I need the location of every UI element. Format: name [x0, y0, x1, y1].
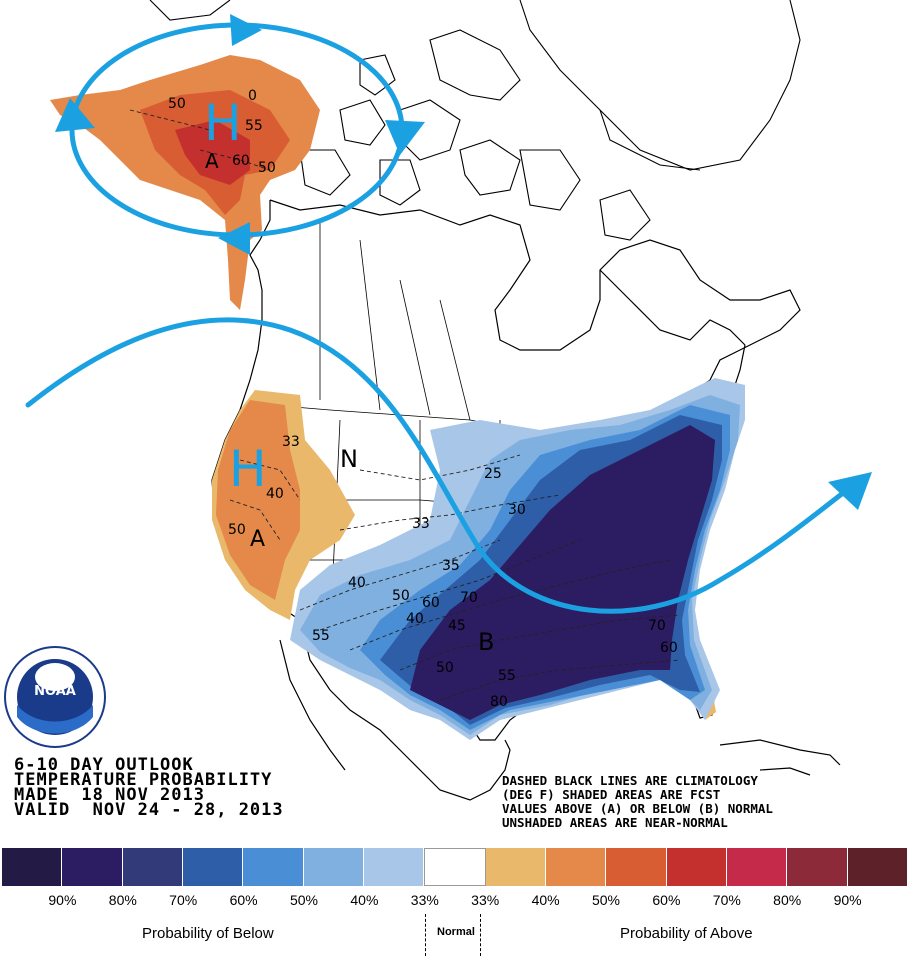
legend-percent-label: 90%: [833, 892, 862, 908]
legend-percent-label: 33%: [471, 892, 500, 908]
legend-swatch: [122, 848, 183, 886]
contour-label: 50: [228, 522, 246, 538]
contour-label: 50: [436, 660, 454, 676]
arrowhead-top: [230, 14, 262, 46]
legend-percent-label: 50%: [591, 892, 621, 908]
legend-swatch: [424, 848, 486, 886]
legend-swatch: [182, 848, 244, 886]
contour-label: 60: [422, 595, 440, 611]
legend-percent-label: 60%: [652, 892, 681, 908]
east-below-shading: [290, 378, 745, 740]
contour-label: 0: [248, 88, 257, 104]
contour-label: 33: [282, 434, 300, 450]
contour-label: 40: [348, 575, 366, 591]
legend-percent-label: 33%: [410, 892, 439, 908]
arrowheads: [55, 14, 872, 510]
west-above-shading: [212, 390, 716, 720]
normal-caption: Normal: [437, 926, 475, 938]
outlook-title-line: TEMPERATURE PROBABILITY: [14, 770, 273, 790]
temperature-outlook-map: 50 0 55 60 50 33 40 50 33 25 30 35 40 50 60 70 55 40 45 50 5…: [4, 0, 872, 801]
note-line: DASHED BLACK LINES ARE CLIMATOLOGY: [502, 773, 758, 788]
legend-swatch: [2, 848, 63, 886]
climatology-contours: [129, 109, 681, 701]
legend-swatch: [606, 848, 667, 886]
contour-label: 55: [498, 668, 516, 684]
contour-label: 50: [392, 588, 410, 604]
contour-label: 70: [460, 590, 478, 606]
arrowhead-jet: [828, 472, 872, 510]
legend-swatch: [726, 848, 788, 886]
legend-percent-label: 70%: [169, 892, 198, 908]
legend-swatch: [485, 848, 546, 886]
contour-label: 60: [232, 153, 250, 169]
outlook-title-line: VALID NOV 24 - 28, 2013: [14, 800, 284, 820]
legend-percent-label: 50%: [289, 892, 319, 908]
legend-swatch: [666, 848, 727, 886]
legend-swatch: [243, 848, 304, 886]
high-pressure-label-alaska: H: [204, 94, 242, 152]
note-line: (DEG F) SHADED AREAS ARE FCST: [502, 787, 721, 802]
legend-percent-label: 70%: [712, 892, 741, 908]
legend-swatch: [363, 848, 425, 886]
above-caption: Probability of Above: [620, 925, 753, 942]
contour-label: 50: [258, 160, 276, 176]
jet-stream-arrow: [25, 317, 863, 614]
legend-swatch: [545, 848, 607, 886]
arrowhead-left: [55, 98, 95, 132]
contour-label: 70: [648, 618, 666, 634]
arrowhead-bottom: [218, 222, 250, 255]
legend-swatch: [847, 848, 908, 886]
below-caption: Probability of Below: [142, 925, 274, 942]
outlook-title-block: 6-10 DAY OUTLOOK TEMPERATURE PROBABILITY…: [14, 755, 284, 820]
legend-percent-label: 80%: [108, 892, 137, 908]
contour-label: 33: [412, 516, 430, 532]
outlook-title-line: 6-10 DAY OUTLOOK: [14, 755, 194, 775]
legend-percent-labels: 90% 80% 70% 60% 50% 40% 33% 33% 40% 50% 60% 70% 80% 9…: [0, 892, 908, 908]
legend-percent-label: 80%: [773, 892, 802, 908]
contour-label: 55: [312, 628, 330, 644]
legend-percent-label: 90%: [48, 892, 77, 908]
arrowhead-right: [385, 120, 425, 155]
legend-swatch: [62, 848, 123, 886]
high-pressure-label-west: H: [229, 440, 267, 498]
alaska-above-shading: [50, 55, 320, 310]
map-notes: DASHED BLACK LINES ARE CLIMATOLOGY (DEG …: [502, 774, 773, 830]
noaa-logo-text: NOAA: [34, 684, 76, 699]
note-line: UNSHADED AREAS ARE NEAR-NORMAL: [502, 815, 728, 830]
legend-swatch: [787, 848, 848, 886]
noaa-logo: NOAA: [4, 646, 106, 748]
contour-label: 60: [660, 640, 678, 656]
contour-label: 40: [266, 486, 284, 502]
above-normal-label-alaska: A: [205, 149, 219, 173]
legend-percent-label: 60%: [229, 892, 258, 908]
contour-label: 50: [168, 96, 186, 112]
contour-value-labels: 50 0 55 60 50 33 40 50 33 25 30 35 40 50 60 70 55 40 45 50 5…: [168, 88, 678, 710]
near-normal-label: N: [340, 445, 358, 473]
contour-label: 45: [448, 618, 466, 634]
legend-swatch: [303, 848, 364, 886]
probability-legend: [2, 848, 908, 886]
contour-label: 55: [245, 118, 263, 134]
note-line: VALUES ABOVE (A) OR BELOW (B) NORMAL: [502, 801, 773, 816]
contour-label: 30: [508, 502, 526, 518]
contour-label: 25: [484, 466, 502, 482]
contour-label: 80: [490, 694, 508, 710]
contour-label: 35: [442, 558, 460, 574]
contour-label: 40: [406, 611, 424, 627]
outlook-title-line: MADE 18 NOV 2013: [14, 785, 205, 805]
legend-divider-left: [425, 914, 426, 956]
legend-percent-label: 40%: [531, 892, 560, 908]
legend-divider-right: [480, 914, 481, 956]
below-normal-label: B: [478, 628, 494, 656]
legend-percent-label: 40%: [350, 892, 379, 908]
above-normal-label-west: A: [250, 527, 265, 552]
